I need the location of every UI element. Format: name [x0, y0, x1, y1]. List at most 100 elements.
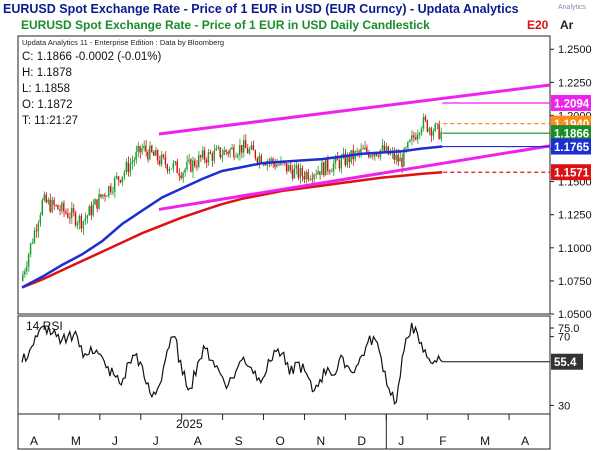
candle [205, 157, 208, 169]
candle [43, 191, 45, 202]
candle [61, 201, 63, 214]
month-label: J [112, 434, 118, 448]
candle [33, 227, 36, 244]
candle [213, 144, 215, 164]
candle [166, 163, 169, 174]
candle [412, 131, 415, 142]
candle [235, 152, 237, 158]
candle [147, 149, 149, 163]
candle [217, 145, 219, 150]
price-tick-label: 1.1250 [558, 210, 592, 222]
candle [125, 158, 127, 175]
candle [303, 170, 305, 184]
candle [119, 179, 122, 184]
candle [238, 138, 241, 161]
candle [252, 140, 255, 151]
candle [65, 208, 67, 215]
candle [399, 151, 401, 162]
candle [27, 252, 30, 272]
month-label: O [276, 434, 285, 448]
candle [108, 185, 110, 199]
candle [215, 145, 217, 152]
indicator-lines [21, 83, 551, 289]
analytics-watermark: Analytics [558, 4, 587, 11]
readout-time: T: 11:21:27 [22, 115, 78, 127]
candle [127, 156, 129, 177]
candle [364, 140, 366, 151]
candle [223, 146, 225, 156]
candle [371, 153, 374, 160]
candle [47, 197, 49, 205]
rsi-current-label: 55.4 [554, 357, 577, 369]
rsi-line [21, 322, 443, 406]
price-axis: 1.25001.22501.20001.17501.15001.12501.10… [550, 44, 592, 321]
candle [109, 182, 112, 196]
candle [350, 150, 352, 165]
month-label: D [357, 434, 366, 448]
month-label: M [480, 434, 490, 448]
candle [428, 126, 430, 136]
price-tick-label: 1.2250 [558, 77, 592, 89]
candle [92, 198, 94, 217]
candle [227, 150, 229, 158]
rsi-tick-label: 30 [558, 400, 570, 412]
month-label: F [439, 434, 446, 448]
candle [41, 198, 43, 217]
candle [90, 201, 92, 220]
candle [231, 144, 233, 150]
candle [383, 140, 386, 153]
candle [381, 138, 384, 153]
price-tick-label: 1.0500 [558, 309, 592, 321]
price-tick-label: 1.2500 [558, 44, 592, 56]
candle [164, 151, 167, 169]
candle [129, 157, 131, 177]
candle [242, 134, 245, 158]
price-tick-label: 1.0750 [558, 276, 592, 288]
ma-slow-line [21, 170, 443, 289]
month-label: J [398, 434, 404, 448]
candle [115, 172, 118, 180]
price-badge-label: 1.1765 [554, 142, 590, 154]
candle [338, 158, 341, 172]
candle [84, 212, 86, 226]
candle [321, 158, 323, 175]
candle [418, 131, 421, 140]
candle [287, 163, 290, 172]
candle [440, 127, 442, 142]
candle [291, 164, 294, 182]
readout-low: L: 1.1858 [22, 83, 70, 95]
candle [37, 220, 40, 238]
candle [424, 114, 427, 123]
candle [315, 169, 317, 180]
candle [133, 156, 135, 167]
candle [332, 158, 335, 177]
candle [295, 159, 298, 175]
candle [197, 150, 200, 169]
candle [305, 169, 307, 184]
candle [362, 144, 364, 150]
time-axis [17, 413, 551, 450]
candle [221, 148, 223, 163]
candle [199, 154, 202, 163]
rsi-current-badge: 55.4 [551, 353, 583, 370]
month-label: S [235, 434, 243, 448]
candle [344, 148, 346, 168]
candle [233, 144, 235, 161]
price-badge-label: 1.1866 [554, 129, 589, 141]
candle [160, 150, 163, 167]
candle [94, 198, 96, 205]
candle [55, 204, 57, 207]
candle [131, 155, 133, 170]
candle [407, 141, 409, 150]
candle [293, 163, 296, 179]
candle [68, 212, 71, 224]
candle [174, 160, 176, 166]
candle [190, 158, 192, 173]
candle [434, 122, 436, 133]
candle [319, 171, 321, 180]
chart-subtitle: EURUSD Spot Exchange Rate - Price of 1 E… [21, 18, 430, 32]
candle [49, 193, 51, 214]
candle [211, 151, 213, 167]
candle [137, 141, 139, 158]
